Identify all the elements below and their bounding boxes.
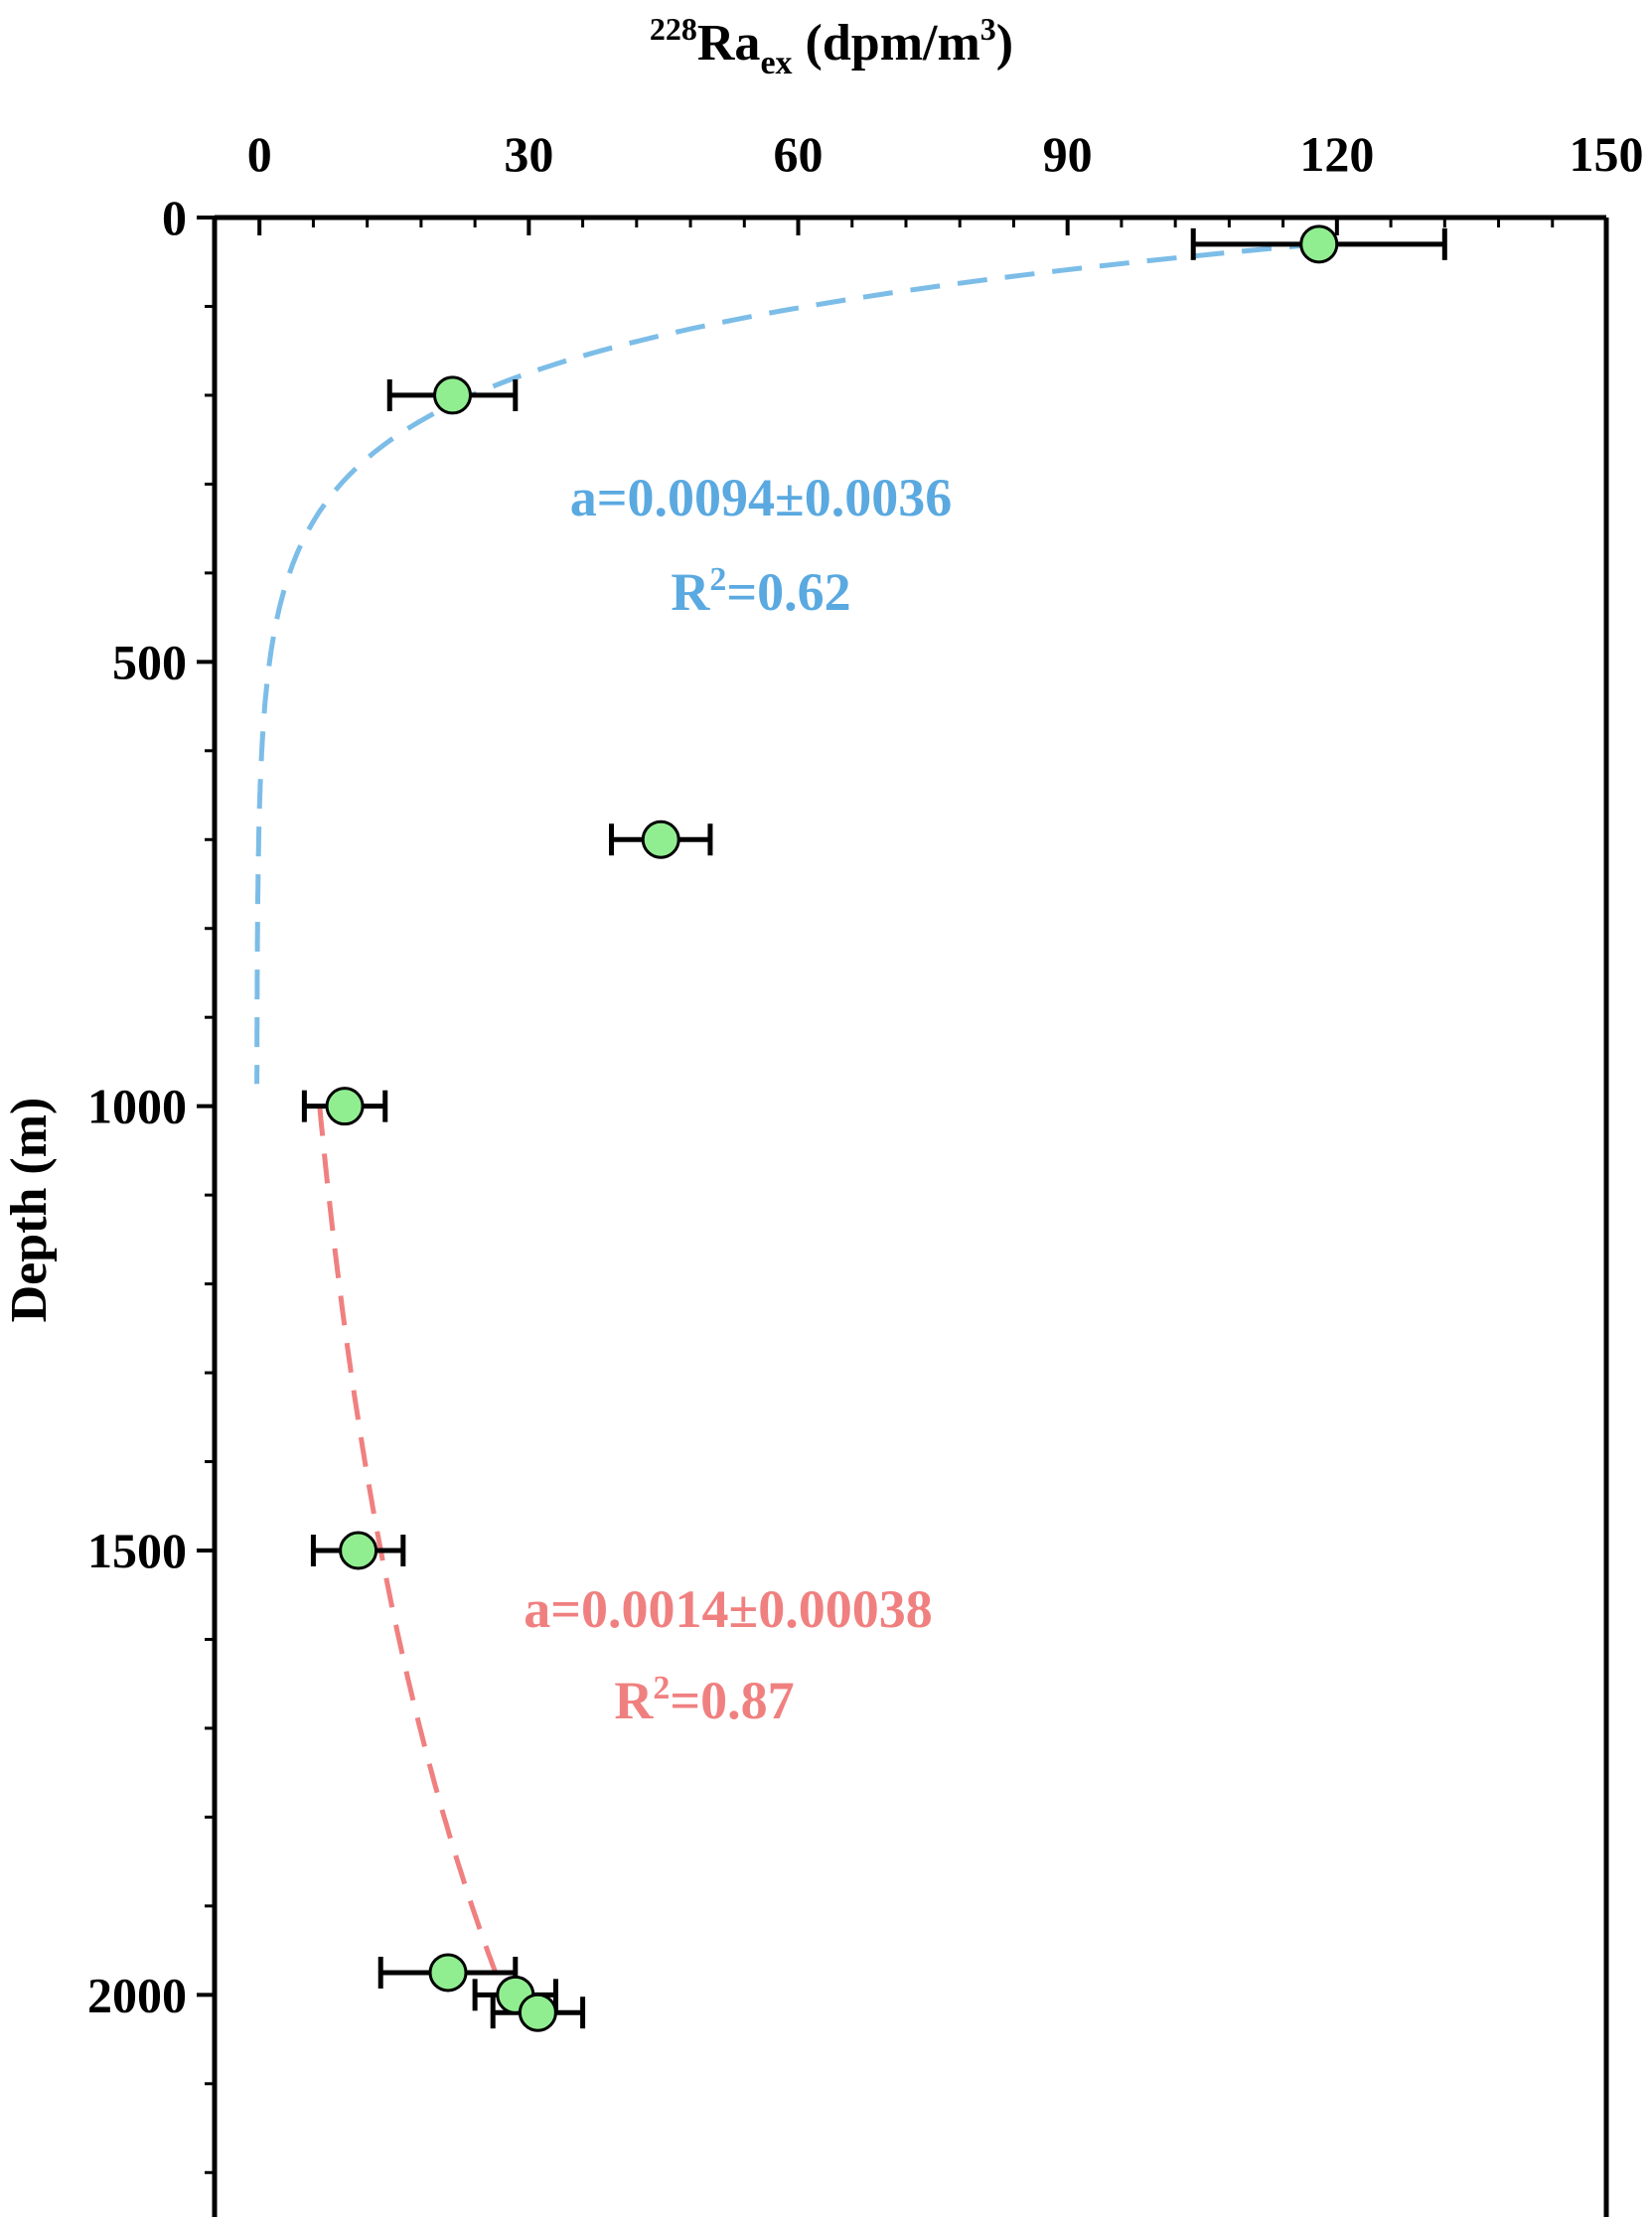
data-point — [428, 1953, 468, 1993]
fit2-r2-r: R — [614, 1671, 654, 1730]
fit2-r2-label: R2=0.87 — [614, 1670, 794, 1730]
x-tick-label: 120 — [1299, 126, 1374, 182]
y-tick-label: 2000 — [87, 1967, 187, 2022]
axis-ticks — [197, 216, 1608, 2174]
x-tick-label: 30 — [504, 126, 553, 182]
data-point — [1299, 224, 1339, 264]
y-tick-label: 0 — [162, 190, 187, 245]
fit-curves — [254, 241, 1320, 2014]
fit1-r2-r: R — [671, 562, 710, 622]
fit2-r2-sup: 2 — [653, 1670, 670, 1706]
x-axis-title-main: Ra — [697, 15, 761, 72]
data-point — [339, 1531, 378, 1570]
y-axis-title: Depth (m) — [1, 1098, 58, 1323]
y-tick-labels: 0 500 1000 1500 2000 — [87, 190, 187, 2022]
x-axis-title-unit: (dpm/m — [793, 15, 980, 72]
data-point — [433, 375, 473, 415]
fit1-param-label: a=0.0094±0.0036 — [570, 468, 952, 527]
x-tick-label: 0 — [247, 126, 272, 182]
data-point — [518, 1993, 557, 2032]
fit1-r2-label: R2=0.62 — [671, 561, 850, 622]
x-tick-label: 150 — [1570, 126, 1644, 182]
x-tick-label: 90 — [1043, 126, 1093, 182]
x-axis-title-sub: ex — [760, 45, 792, 81]
fit2-r2-value: =0.87 — [670, 1671, 794, 1730]
y-tick-label: 500 — [112, 634, 187, 689]
fit1-r2-sup: 2 — [709, 561, 726, 598]
x-axis-title-unit-sup: 3 — [980, 11, 996, 47]
fit2-param-label: a=0.0014±0.00038 — [524, 1579, 932, 1639]
y-tick-label: 1000 — [87, 1079, 187, 1134]
plot-frame — [212, 215, 1609, 2217]
data-point — [641, 819, 680, 859]
x-tick-label: 60 — [774, 126, 824, 182]
fit-curve-upper — [254, 241, 1320, 1085]
x-axis-title-close: ) — [996, 15, 1013, 72]
fit-curve-lower — [317, 1106, 514, 2014]
x-tick-labels: 0 30 60 90 120 150 — [247, 126, 1644, 182]
x-axis-title: 228Raex (dpm/m3) — [650, 11, 1013, 81]
data-points — [325, 224, 1339, 2032]
data-point — [325, 1087, 365, 1126]
x-axis-title-isotope: 228 — [650, 11, 697, 47]
y-tick-label: 1500 — [87, 1523, 187, 1578]
fit1-r2-value: =0.62 — [726, 562, 850, 622]
